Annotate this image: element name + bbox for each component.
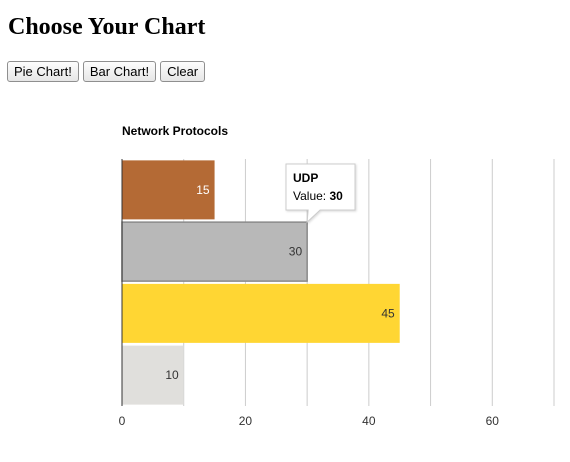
bar-value-label: 45 bbox=[381, 306, 395, 320]
tooltip: UDP Value: 30 bbox=[285, 163, 356, 224]
bar-chart: Network Protocols 15 30 45 10 0 20 40 60 UDP Va… bbox=[119, 124, 555, 428]
chart-title: Network Protocols bbox=[122, 124, 228, 138]
tooltip-box bbox=[285, 163, 356, 224]
x-tick-label: 40 bbox=[362, 414, 376, 428]
chart-toolbar: Pie Chart! Bar Chart! Clear bbox=[7, 61, 206, 82]
tooltip-value: Value: 30 bbox=[293, 189, 343, 203]
bar-other[interactable] bbox=[122, 345, 184, 405]
bar-chart-button[interactable]: Bar Chart! bbox=[82, 61, 157, 82]
bar-tcp[interactable] bbox=[122, 160, 215, 220]
tooltip-title: UDP bbox=[293, 171, 318, 185]
x-axis: 0 20 40 60 bbox=[119, 159, 500, 428]
grid-lines bbox=[183, 159, 555, 406]
page-title: Choose Your Chart bbox=[8, 14, 206, 40]
bar-value-label: 15 bbox=[196, 183, 210, 197]
bar-value-label: 10 bbox=[165, 368, 179, 382]
chart-container: Network Protocols 15 30 45 10 0 20 40 60 UDP Va… bbox=[0, 110, 570, 440]
bar-value-label: 30 bbox=[289, 245, 303, 259]
clear-button[interactable]: Clear bbox=[160, 61, 206, 82]
x-tick-label: 20 bbox=[239, 414, 253, 428]
x-tick-label: 0 bbox=[119, 414, 126, 428]
x-tick-label: 60 bbox=[486, 414, 500, 428]
bar-udp[interactable] bbox=[121, 221, 308, 282]
bar-http[interactable] bbox=[122, 283, 400, 343]
pie-chart-button[interactable]: Pie Chart! bbox=[7, 61, 79, 82]
bars: 15 30 45 10 bbox=[121, 160, 400, 405]
